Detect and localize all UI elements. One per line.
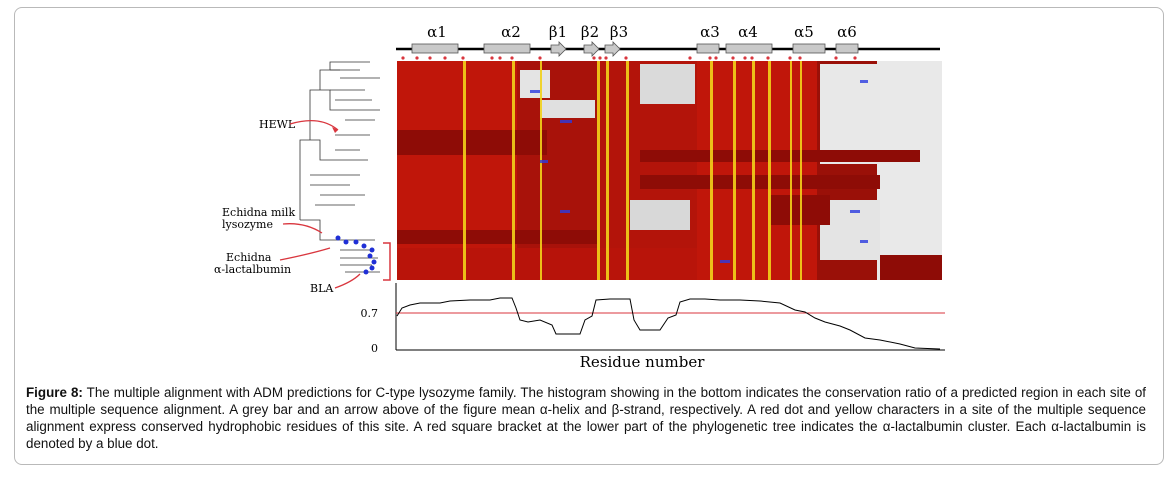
helix-bar-a1	[411, 43, 459, 54]
helix-label-a3: α3	[700, 23, 720, 41]
alignment-matrix	[397, 61, 942, 280]
helix-label-a5: α5	[794, 23, 814, 41]
helix-bar-a6	[835, 43, 859, 54]
label-echidna-alac-1: Echidna	[226, 251, 272, 264]
label-echidna-alac-2: α-lactalbumin	[214, 263, 291, 276]
conservation-curve	[396, 297, 941, 350]
phylogenetic-tree	[299, 61, 380, 273]
caption-label: Figure 8:	[26, 385, 83, 400]
strand-arrow-b1	[550, 41, 567, 57]
strand-label-b2: β2	[581, 23, 599, 41]
helix-label-a2: α2	[501, 23, 521, 41]
arrow-bla	[334, 273, 361, 289]
arrow-echidna-milk	[282, 223, 323, 234]
label-echidna-milk-2: lysozyme	[222, 218, 273, 231]
conservation-histogram: 0.7 0 Residue number	[361, 283, 945, 371]
ytick-0: 0	[371, 342, 378, 355]
label-bla: BLA	[310, 282, 334, 295]
helix-bar-a2	[483, 43, 531, 54]
helix-label-a1: α1	[427, 23, 447, 41]
helix-label-a4: α4	[738, 23, 758, 41]
alpha-lactalbumin-bracket	[383, 242, 391, 281]
label-echidna-milk-1: Echidna milk	[222, 206, 295, 219]
alpha-lactalbumin-dots	[335, 235, 377, 275]
strand-label-b1: β1	[549, 23, 567, 41]
label-hewl: HEWL	[259, 118, 296, 131]
helix-label-a6: α6	[837, 23, 857, 41]
figure-graphic: α1 α2 β1 β2 β3 α3 α4 α5 α6	[214, 23, 945, 371]
arrow-echidna-alac	[279, 247, 331, 261]
conserved-dots-row	[401, 56, 857, 60]
helix-bar-a3	[696, 43, 720, 54]
strand-label-b3: β3	[610, 23, 628, 41]
helix-bar-a4	[725, 43, 773, 54]
ytick-07: 0.7	[361, 307, 379, 320]
strand-arrow-b3	[604, 41, 621, 57]
arrow-head-hewl	[332, 127, 338, 133]
helix-bar-a5	[792, 43, 826, 54]
strand-arrow-b2	[583, 41, 600, 57]
arrow-hewl	[289, 119, 339, 131]
figure-caption: Figure 8: The multiple alignment with AD…	[26, 384, 1146, 452]
secondary-structure-track: α1 α2 β1 β2 β3 α3 α4 α5 α6	[396, 23, 940, 57]
caption-text: The multiple alignment with ADM predicti…	[26, 385, 1146, 451]
xlabel-residue-number: Residue number	[580, 353, 706, 371]
